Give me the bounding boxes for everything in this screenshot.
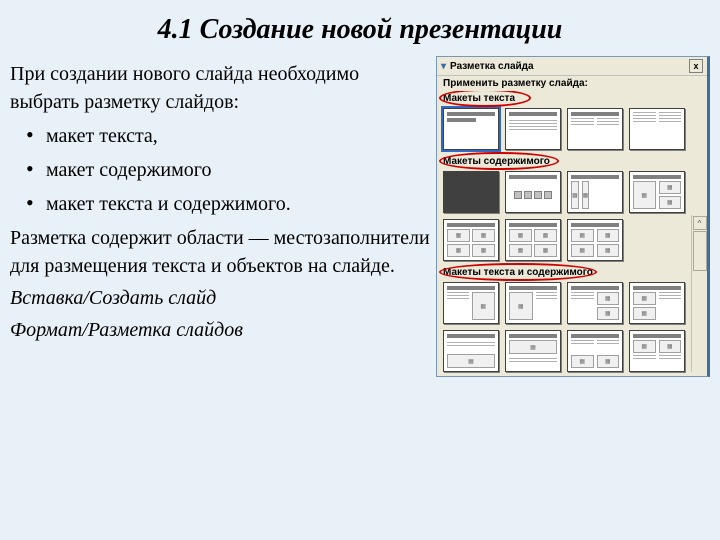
layout-thumb[interactable]: ▦ <box>443 330 499 372</box>
panel-body: Макеты текста Ма <box>437 91 707 374</box>
layouts-row <box>437 106 707 154</box>
layout-thumb[interactable]: ▦▦ <box>629 330 685 372</box>
layout-thumb[interactable] <box>505 171 561 213</box>
scroll-thumb[interactable] <box>693 231 707 271</box>
layouts-row: ▦ ▦ ▦▦ ▦▦ <box>437 328 707 374</box>
scroll-up-button[interactable]: ^ <box>693 216 707 230</box>
scrollbar[interactable]: ^ <box>691 215 707 372</box>
body-paragraph: Разметка содержит области — местозаполни… <box>10 224 430 280</box>
text-column: При создании нового слайда необходимо вы… <box>10 56 436 377</box>
layouts-row: ▦▦ ▦▦▦ <box>437 169 707 217</box>
bullet-item: макет текста и содержимого. <box>24 190 430 218</box>
layout-thumb[interactable]: ▦▦ <box>567 282 623 324</box>
layout-thumb[interactable]: ▦ <box>443 282 499 324</box>
panel-header: ▾Разметка слайда x <box>437 57 707 76</box>
intro-paragraph: При создании нового слайда необходимо вы… <box>10 60 430 116</box>
dropdown-icon[interactable]: ▾ <box>441 61 446 72</box>
layouts-row: ▦▦▦▦ ▦▦▦▦ ▦▦▦▦ <box>437 217 707 265</box>
layout-thumb[interactable] <box>505 108 561 150</box>
layout-thumb[interactable] <box>629 108 685 150</box>
layout-thumb[interactable]: ▦▦ <box>567 330 623 372</box>
bullet-item: макет текста, <box>24 122 430 150</box>
layout-thumb[interactable] <box>443 108 499 150</box>
section-text-content-layouts: Макеты текста и содержимого <box>437 265 599 280</box>
layout-thumb[interactable]: ▦▦▦▦ <box>567 219 623 261</box>
layout-thumb[interactable] <box>567 108 623 150</box>
menu-path-2: Формат/Разметка слайдов <box>10 316 430 344</box>
layout-thumb[interactable]: ▦ <box>505 282 561 324</box>
layout-thumb[interactable]: ▦▦ <box>567 171 623 213</box>
layout-thumb[interactable]: ▦▦▦ <box>629 171 685 213</box>
menu-path-1: Вставка/Создать слайд <box>10 284 430 312</box>
layout-thumb[interactable]: ▦▦▦▦ <box>505 219 561 261</box>
layout-thumb[interactable]: ▦▦ <box>629 282 685 324</box>
layout-panel: ▾Разметка слайда x Применить разметку сл… <box>436 56 710 377</box>
panel-title: ▾Разметка слайда <box>441 61 534 72</box>
section-text-layouts: Макеты текста <box>437 91 521 106</box>
layout-thumb[interactable]: ▦ <box>505 330 561 372</box>
layout-thumb[interactable] <box>443 171 499 213</box>
layout-thumb[interactable]: ▦▦▦▦ <box>443 219 499 261</box>
content-area: При создании нового слайда необходимо вы… <box>0 56 720 377</box>
section-content-layouts: Макеты содержимого <box>437 154 556 169</box>
bullet-item: макет содержимого <box>24 156 430 184</box>
slide-title: 4.1 Создание новой презентации <box>0 0 720 56</box>
bullet-list: макет текста, макет содержимого макет те… <box>24 122 430 218</box>
layouts-row: ▦ ▦ ▦▦ ▦▦ <box>437 280 707 328</box>
panel-subtitle: Применить разметку слайда: <box>437 76 707 91</box>
close-button[interactable]: x <box>689 59 703 73</box>
